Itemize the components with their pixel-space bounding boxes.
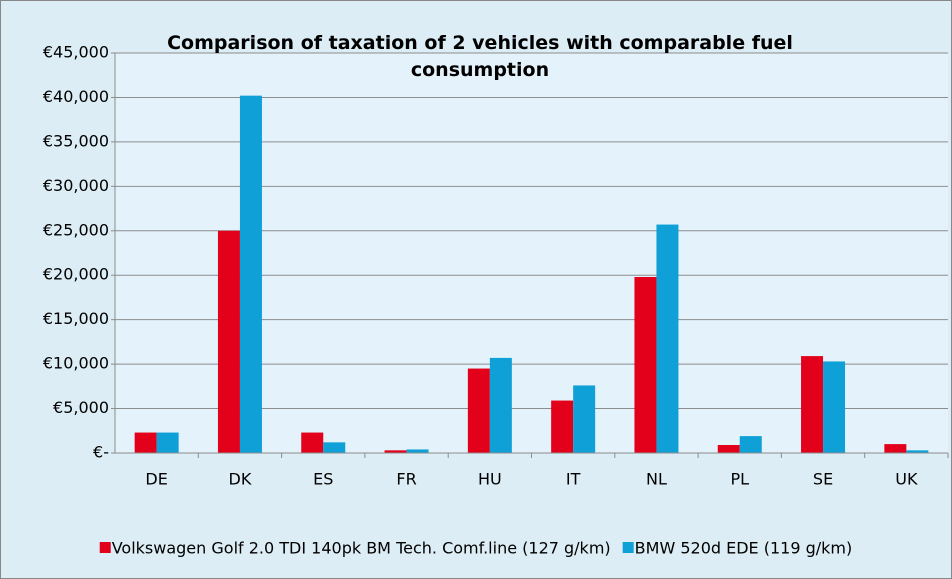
bar	[884, 444, 907, 453]
y-tick-label: €5,000	[53, 398, 109, 417]
bar	[489, 357, 512, 453]
x-tick-label: HU	[478, 470, 502, 489]
x-tick-label: FR	[396, 470, 416, 489]
x-tick-label: SE	[813, 470, 833, 489]
bar	[134, 432, 157, 453]
bar	[156, 432, 179, 453]
bar	[323, 442, 346, 453]
y-tick-label: €15,000	[43, 309, 109, 328]
y-tick-label: €10,000	[43, 354, 109, 373]
bar	[739, 436, 762, 453]
x-tick-label: UK	[895, 470, 918, 489]
bar	[551, 400, 574, 453]
y-tick-label: €35,000	[43, 131, 109, 150]
x-tick-label: IT	[566, 470, 581, 489]
x-tick-label: DK	[229, 470, 252, 489]
chart-title: Comparison of taxation of 2 vehicles wit…	[167, 32, 793, 81]
x-tick-label: PL	[730, 470, 749, 489]
y-tick-label: €30,000	[43, 176, 109, 195]
bar	[301, 432, 324, 453]
x-tick-label: NL	[646, 470, 667, 489]
bar	[384, 450, 407, 453]
x-tick-label: ES	[313, 470, 333, 489]
x-tick-label: DE	[145, 470, 167, 489]
y-tick-label: €-	[93, 443, 109, 462]
y-tick-label: €45,000	[43, 43, 109, 62]
bar	[573, 385, 596, 453]
bar	[217, 230, 240, 453]
legend-swatch	[99, 542, 111, 553]
bar	[823, 361, 846, 453]
bar	[801, 356, 824, 453]
y-tick-label: €20,000	[43, 265, 109, 284]
legend-label: Volkswagen Golf 2.0 TDI 140pk BM Tech. C…	[112, 539, 611, 558]
y-tick-label: €40,000	[43, 87, 109, 106]
bar	[406, 449, 429, 453]
bar	[239, 95, 262, 454]
legend-swatch	[622, 542, 634, 553]
legend-label: BMW 520d EDE (119 g/km)	[635, 539, 853, 558]
y-tick-label: €25,000	[43, 220, 109, 239]
bar	[656, 224, 679, 453]
bar	[634, 277, 657, 453]
bar	[717, 445, 740, 453]
bar	[467, 368, 490, 453]
bar	[906, 450, 929, 453]
